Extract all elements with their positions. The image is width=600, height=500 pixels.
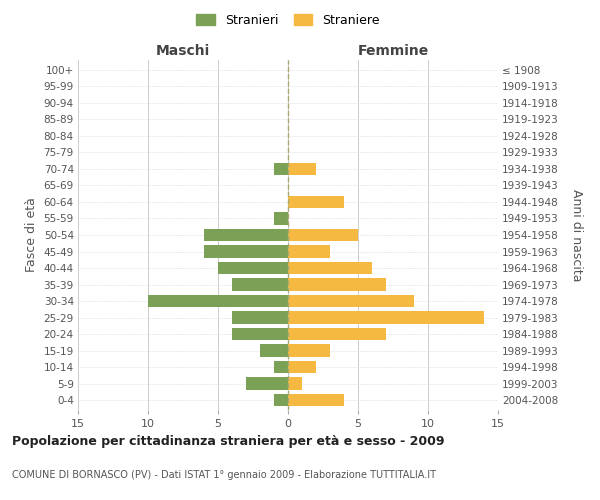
Bar <box>288 163 316 175</box>
Bar <box>288 196 344 208</box>
Text: Popolazione per cittadinanza straniera per età e sesso - 2009: Popolazione per cittadinanza straniera p… <box>12 435 445 448</box>
Bar <box>288 312 484 324</box>
Bar <box>274 361 288 374</box>
Bar <box>260 344 288 357</box>
Bar <box>288 344 330 357</box>
Legend: Stranieri, Straniere: Stranieri, Straniere <box>196 14 380 26</box>
Text: COMUNE DI BORNASCO (PV) - Dati ISTAT 1° gennaio 2009 - Elaborazione TUTTITALIA.I: COMUNE DI BORNASCO (PV) - Dati ISTAT 1° … <box>12 470 436 480</box>
Bar <box>274 212 288 224</box>
Bar <box>204 229 288 241</box>
Bar <box>274 163 288 175</box>
Bar <box>274 394 288 406</box>
Bar <box>288 229 358 241</box>
Bar <box>232 328 288 340</box>
Text: Maschi: Maschi <box>156 44 210 59</box>
Bar <box>288 278 386 290</box>
Bar <box>288 361 316 374</box>
Bar <box>232 312 288 324</box>
Bar <box>288 328 386 340</box>
Y-axis label: Anni di nascita: Anni di nascita <box>570 188 583 281</box>
Bar <box>288 394 344 406</box>
Bar <box>288 246 330 258</box>
Bar <box>288 262 372 274</box>
Bar <box>232 278 288 290</box>
Bar <box>204 246 288 258</box>
Text: Femmine: Femmine <box>358 44 428 59</box>
Bar <box>246 378 288 390</box>
Bar <box>218 262 288 274</box>
Bar <box>148 295 288 307</box>
Y-axis label: Fasce di età: Fasce di età <box>25 198 38 272</box>
Bar <box>288 378 302 390</box>
Bar <box>288 295 414 307</box>
